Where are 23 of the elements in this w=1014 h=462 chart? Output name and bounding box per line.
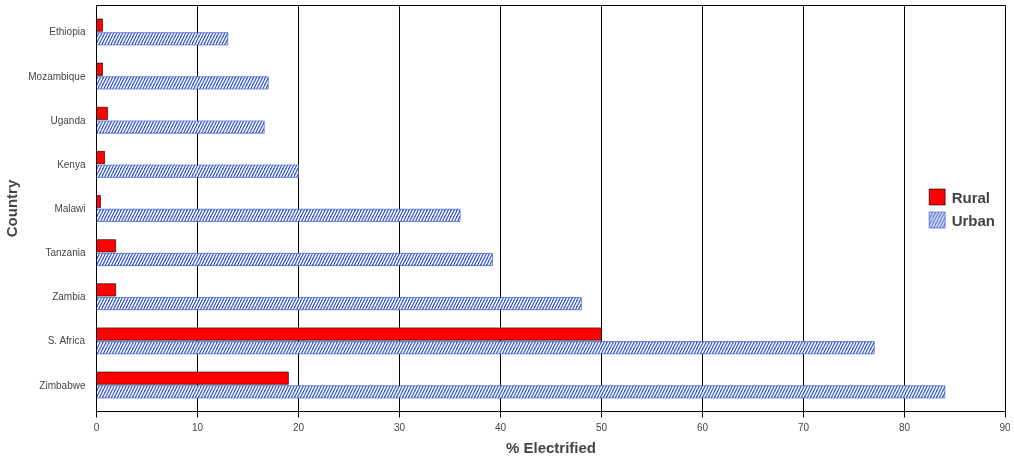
legend-label: Rural xyxy=(951,188,990,205)
x-tick-label: 10 xyxy=(191,421,204,433)
x-tick-label: 20 xyxy=(292,421,305,433)
y-tick-label: S. Africa xyxy=(47,335,86,347)
y-tick-label: Zambia xyxy=(52,291,86,303)
x-tick-label: 70 xyxy=(797,421,810,433)
y-tick-label: Uganda xyxy=(50,114,86,126)
legend-label: Urban xyxy=(951,211,995,228)
y-tick-label: Kenya xyxy=(57,158,86,170)
y-axis-title: Country xyxy=(3,179,21,238)
y-tick-label: Malawi xyxy=(54,203,86,214)
y-tick-label: Tanzania xyxy=(45,247,86,259)
x-tick-label: 40 xyxy=(494,421,507,433)
x-tick-label: 60 xyxy=(696,421,709,433)
x-tick-label: 30 xyxy=(393,421,406,433)
x-tick-label: 90 xyxy=(999,421,1011,433)
y-tick-label: Ethiopia xyxy=(49,26,86,38)
x-tick-label: 80 xyxy=(898,421,911,433)
x-axis-title: % Electrified xyxy=(505,438,597,456)
x-tick-label: 50 xyxy=(595,421,608,433)
y-tick-label: Mozambique xyxy=(28,70,86,82)
x-tick-label: 0 xyxy=(93,421,100,433)
y-tick-label: Zimbabwe xyxy=(39,379,86,391)
